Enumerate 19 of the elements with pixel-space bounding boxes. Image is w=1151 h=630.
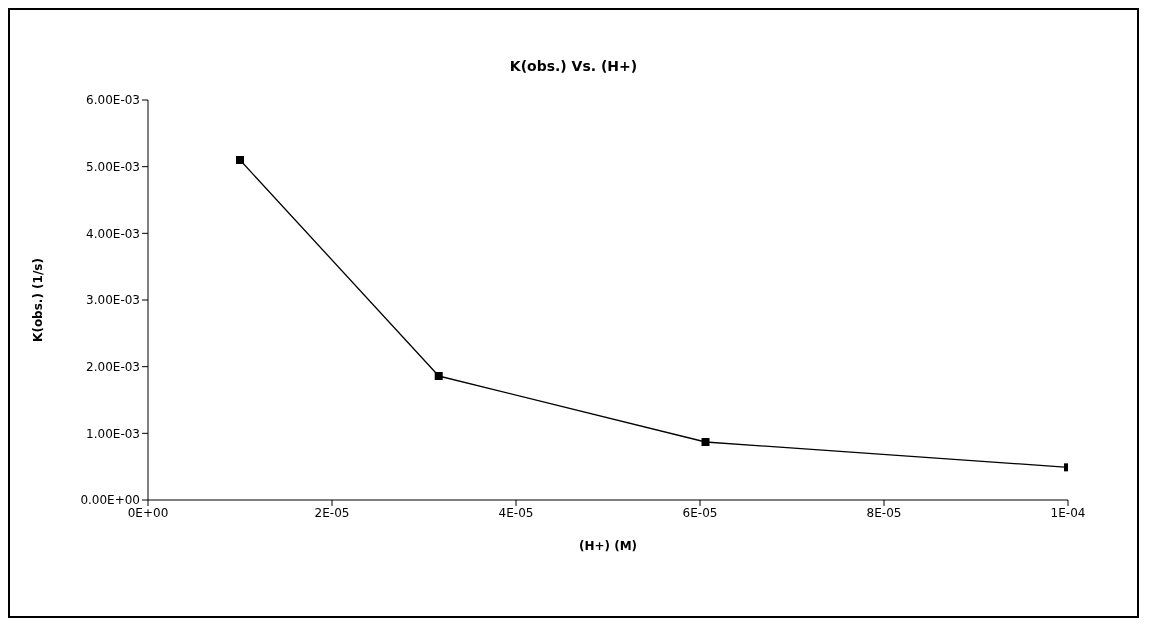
y-tick-label: 2.00E-03 (86, 359, 140, 374)
x-tick-label: 4E-05 (498, 505, 534, 520)
y-tick-label: 1.00E-03 (86, 426, 140, 441)
x-tick-label: 0E+00 (127, 505, 169, 520)
chart-title: K(obs.) Vs. (H+) (508, 58, 639, 74)
x-tick-label: 1E-04 (1050, 505, 1086, 520)
point (701, 438, 710, 446)
point (434, 372, 443, 380)
y-axis-title: K(obs.) (1/s) (31, 258, 46, 342)
x-tick-label: 8E-05 (866, 505, 902, 520)
y-tick-label: 6.00E-03 (86, 93, 140, 108)
x-tick-label: 6E-05 (682, 505, 718, 520)
y-tick-label: 4.00E-03 (86, 226, 140, 241)
point (236, 156, 244, 164)
y-tick-label: 5.00E-03 (86, 159, 140, 174)
y-tick-label: 3.00E-03 (86, 293, 140, 308)
x-tick-label: 2E-05 (314, 505, 350, 520)
y-tick-label: 0.00E+00 (80, 493, 140, 508)
x-axis-title: (H+) (M) (578, 539, 638, 553)
